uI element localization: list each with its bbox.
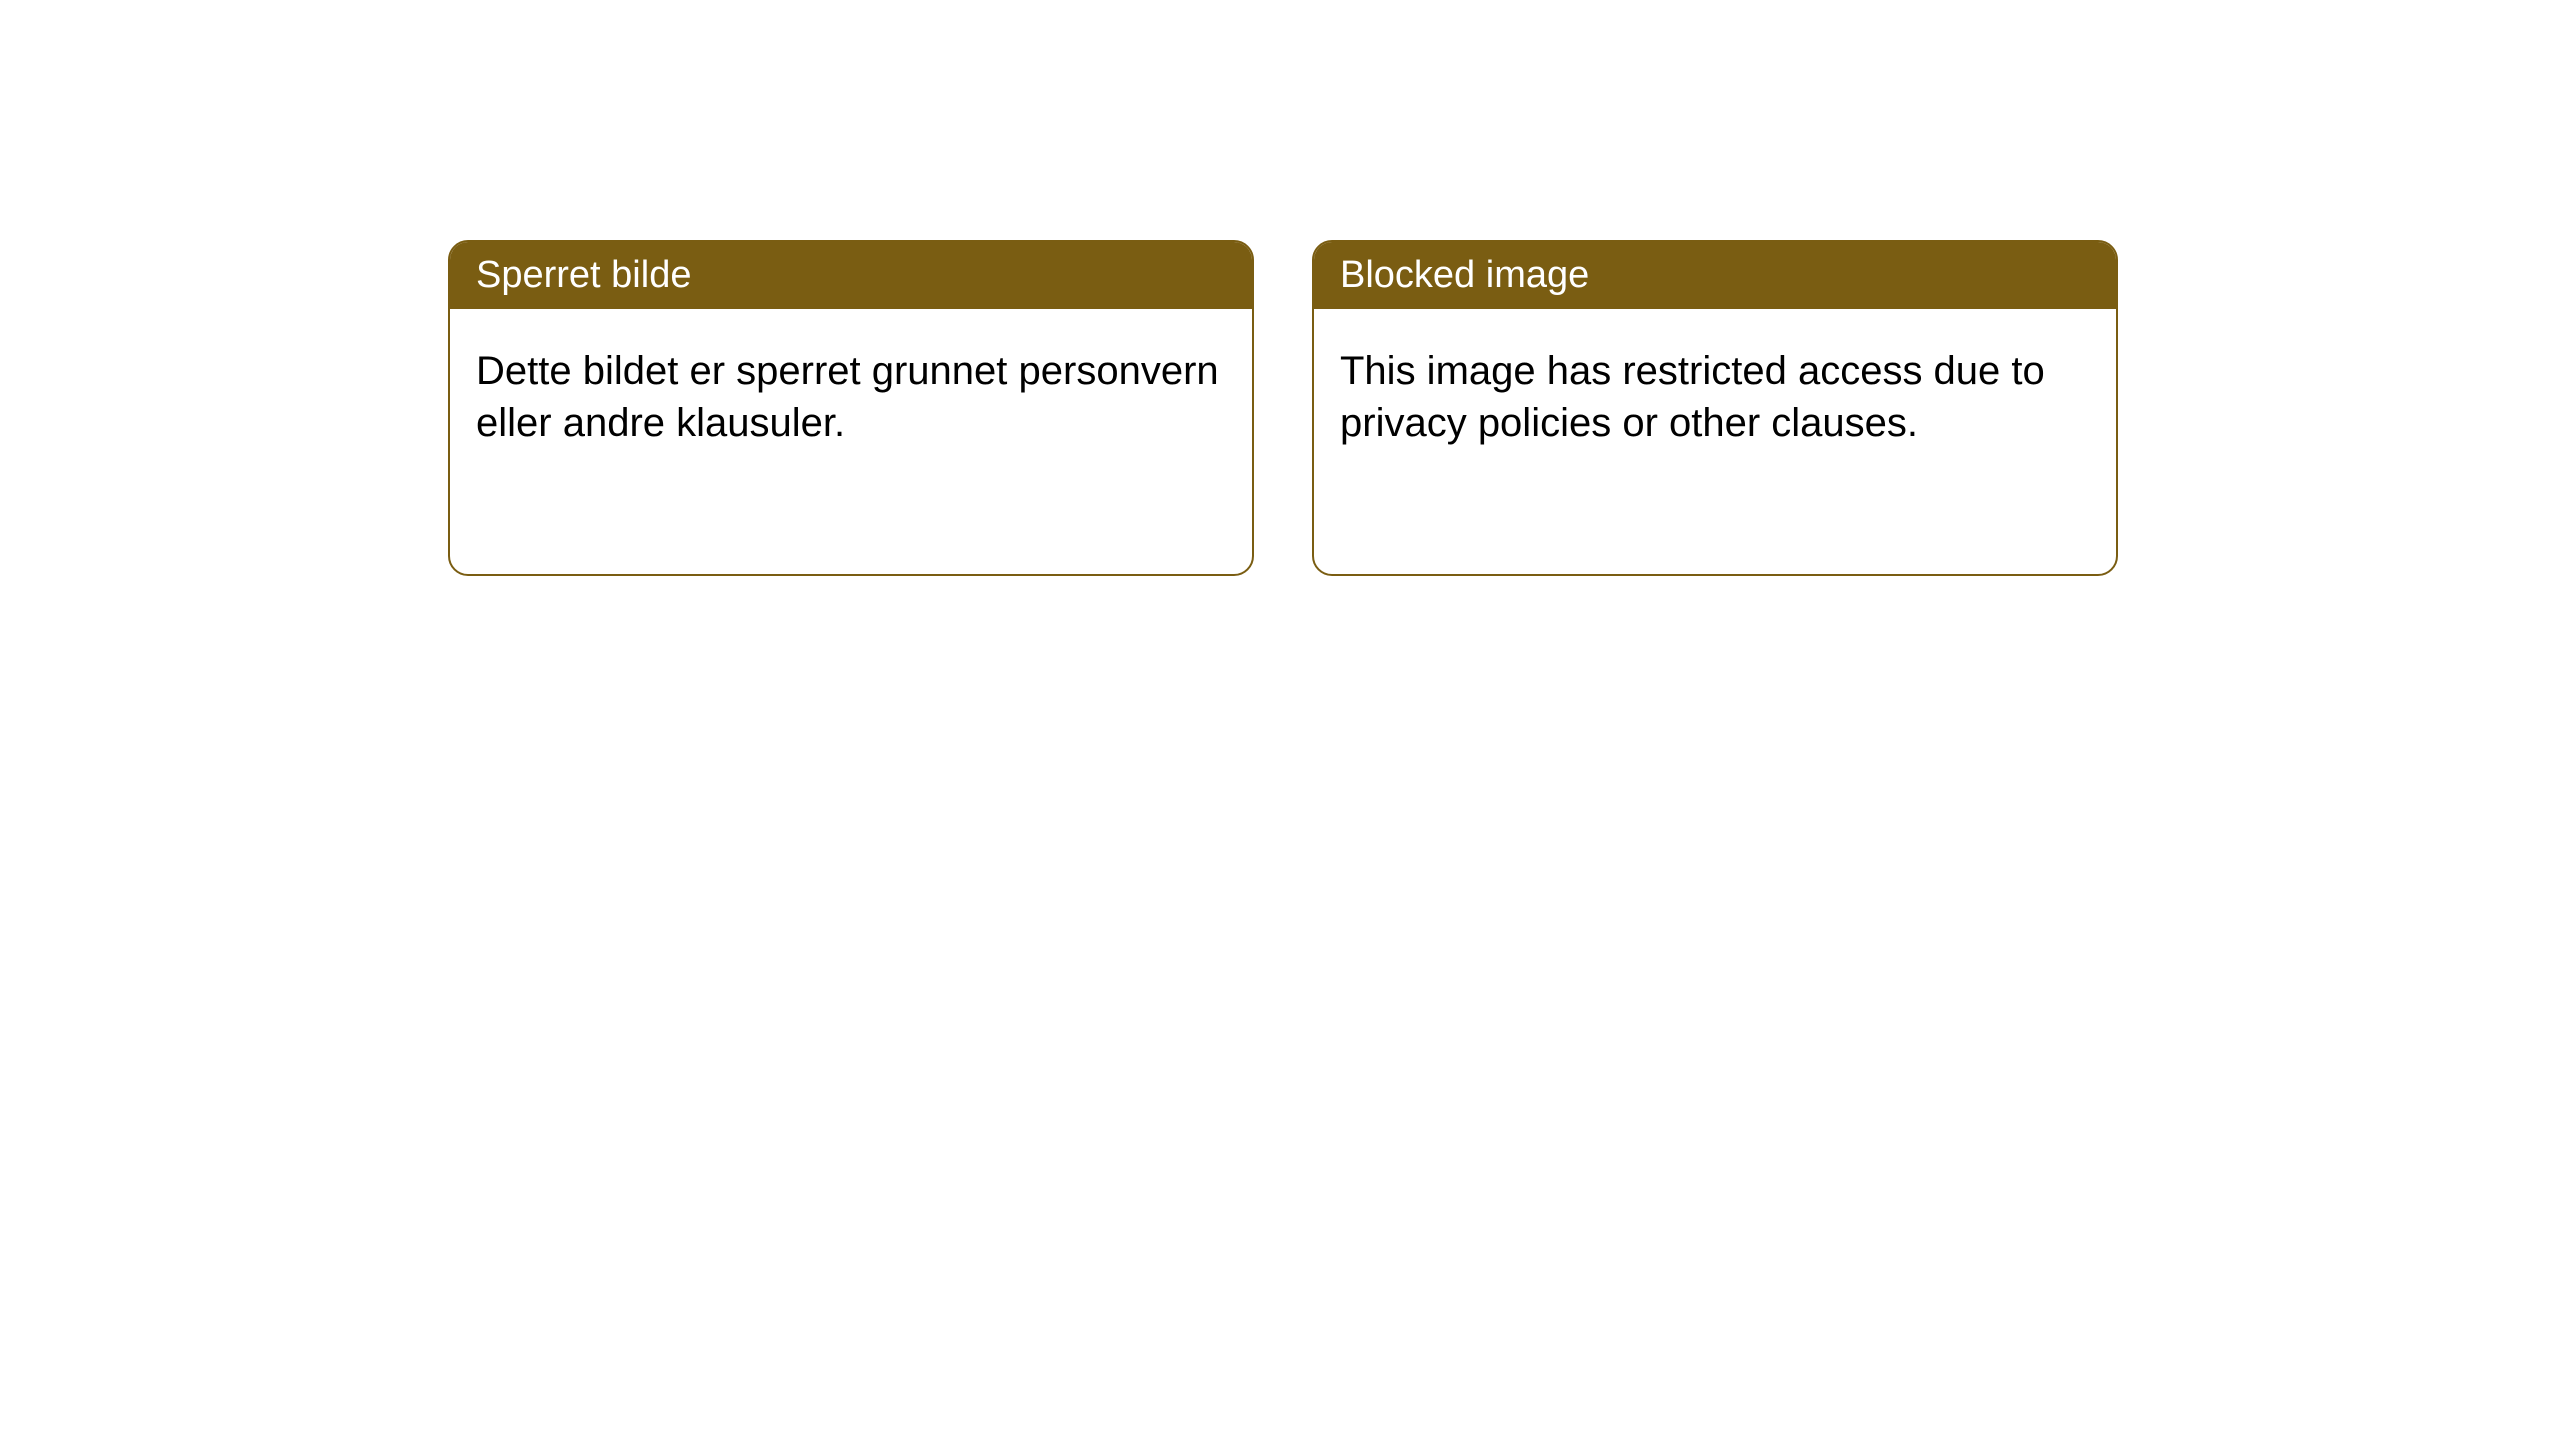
- blocked-image-card-en: Blocked image This image has restricted …: [1312, 240, 2118, 576]
- card-body-no: Dette bildet er sperret grunnet personve…: [450, 309, 1252, 485]
- notice-cards-container: Sperret bilde Dette bildet er sperret gr…: [448, 240, 2118, 576]
- blocked-image-card-no: Sperret bilde Dette bildet er sperret gr…: [448, 240, 1254, 576]
- card-body-en: This image has restricted access due to …: [1314, 309, 2116, 485]
- card-title-en: Blocked image: [1314, 242, 2116, 309]
- card-title-no: Sperret bilde: [450, 242, 1252, 309]
